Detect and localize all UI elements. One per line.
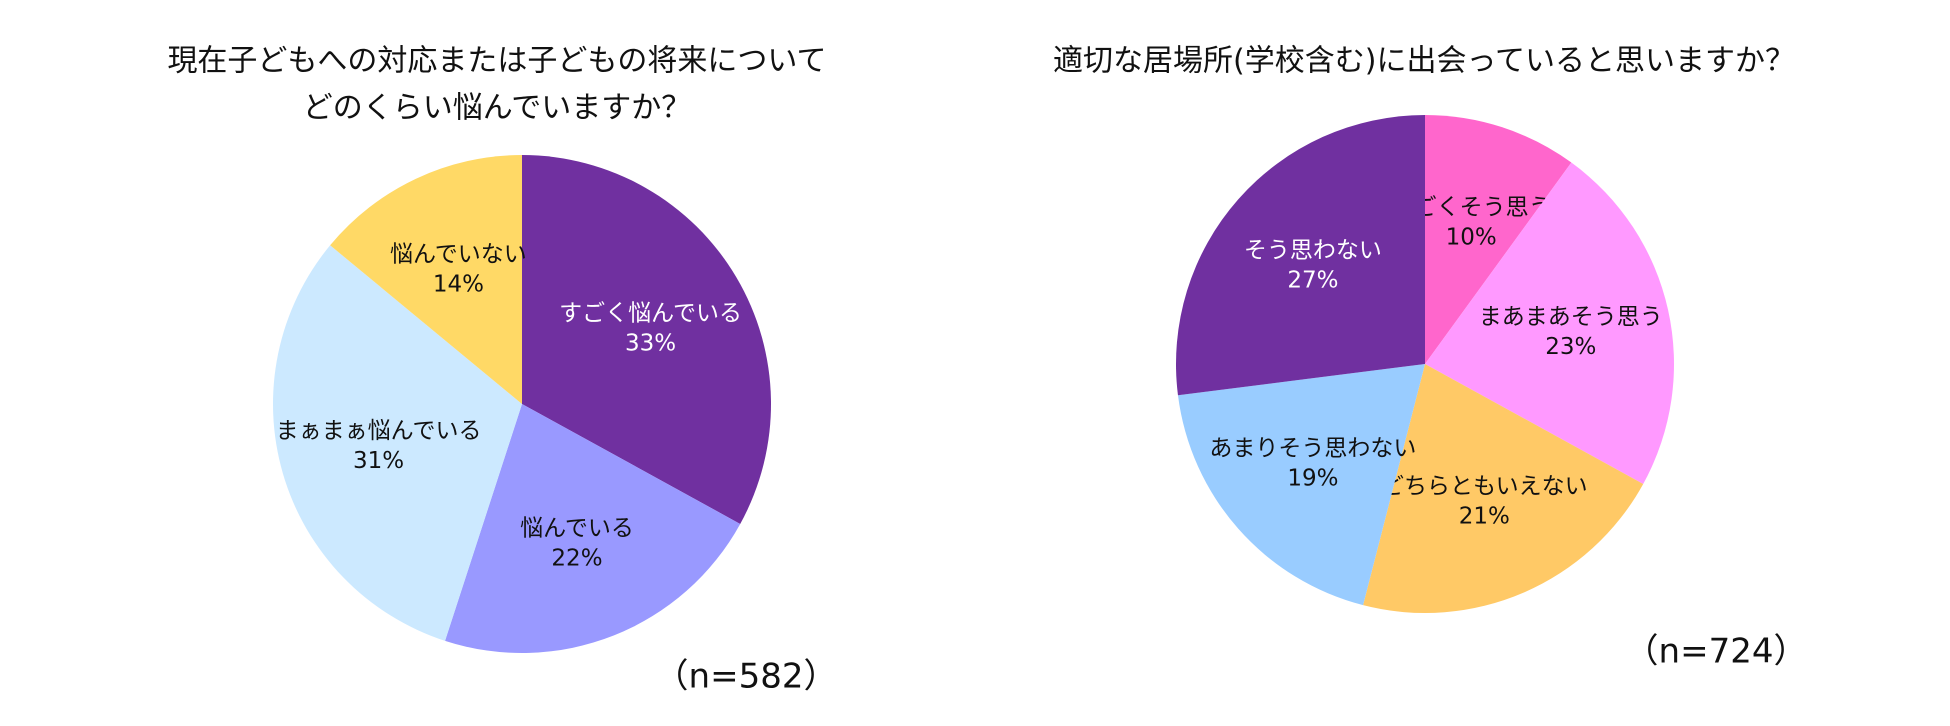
slice-label: そう思わない [1244, 238, 1382, 264]
pie-slice [1425, 115, 1572, 364]
slice-label: あまりそう思わない [1209, 435, 1416, 461]
value-label: 22% [551, 545, 602, 571]
value-label: 19% [1287, 465, 1338, 491]
slice-label: まぁまぁ悩んでいる [276, 418, 482, 444]
value-label: 14% [433, 271, 484, 297]
value-label: 33% [625, 330, 676, 356]
pie-slice [522, 155, 771, 524]
pie-slice [1177, 364, 1425, 606]
value-label: 27% [1287, 268, 1338, 294]
slice-label: 悩んでいない [390, 241, 527, 267]
pie-slice [1175, 114, 1425, 396]
chart-title: 現在子どもへの対応または子どもの将来について [167, 44, 826, 79]
pie-slice [445, 404, 741, 653]
chart-title: どのくらい悩んでいますか？ [303, 91, 692, 126]
sample-size-note: （n=724） [1625, 632, 1808, 672]
sample-size-note: （n=582） [655, 657, 838, 697]
pie-slice [1425, 162, 1674, 484]
value-label: 10% [1446, 224, 1497, 250]
slice-label: まあまあそう思う [1479, 304, 1663, 330]
slice-label: どちらともいえない [1381, 474, 1588, 500]
slice-label: 悩んでいる [520, 515, 634, 541]
value-label: 23% [1545, 334, 1596, 360]
pie-slice [330, 155, 522, 404]
pie-slice [1363, 364, 1644, 613]
value-label: 31% [353, 448, 404, 474]
slice-label: すごく悩んでいる [559, 300, 742, 326]
pie-slice [273, 245, 522, 641]
chart-title: 適切な居場所(学校含む)に出会っていると思いますか？ [1053, 44, 1795, 79]
value-label: 21% [1459, 504, 1510, 530]
